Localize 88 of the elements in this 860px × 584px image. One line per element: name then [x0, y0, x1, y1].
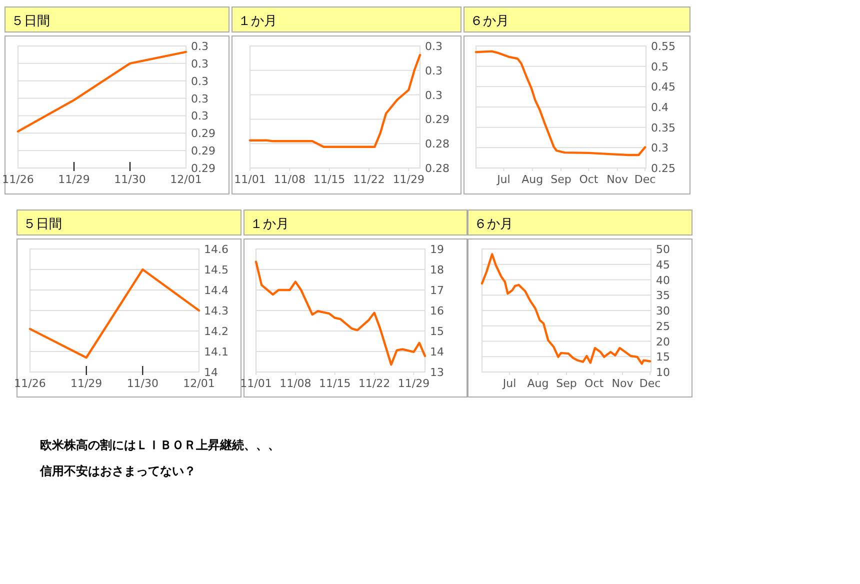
y-tick-label: 10 [656, 366, 670, 379]
y-tick-label: 0.55 [651, 40, 676, 53]
y-tick-label: 0.3 [191, 92, 208, 106]
x-tick-label: 11/30 [114, 173, 146, 186]
text: 信用不安はおさまってない？ [39, 464, 196, 478]
line-series [480, 253, 652, 365]
x-tick-label: Oct [579, 173, 599, 186]
y-tick-label: 50 [656, 243, 670, 256]
line-series [248, 54, 422, 148]
x-tick-label: Jul [502, 377, 516, 390]
text: 欧米株高の割にはＬＩＢＯＲ上昇継続、、、 [40, 438, 280, 452]
y-tick-label: 14.4 [204, 284, 228, 297]
y-tick-label: 18 [430, 264, 444, 276]
y-tick-label: 0.3 [191, 74, 208, 88]
x-tick-label: 11/29 [398, 377, 430, 390]
x-tick-label: 11/01 [234, 173, 266, 186]
y-tick-label: 20 [656, 335, 670, 348]
chart-title: ６か月 [474, 217, 513, 232]
y-tick-label: 0.29 [191, 144, 216, 158]
x-tick-label: 11/08 [280, 377, 312, 390]
y-tick-label: 35 [656, 289, 670, 302]
x-tick-label: 11/29 [392, 173, 425, 186]
chart-title: １か月 [250, 217, 289, 232]
y-tick-label: 25 [656, 320, 670, 333]
x-tick-label: 11/15 [319, 377, 351, 390]
y-tick-label: 0.4 [651, 101, 668, 114]
y-tick-label: 15 [430, 325, 444, 338]
y-tick-label: 0.3 [191, 110, 208, 123]
y-tick-label: 0.29 [191, 127, 216, 140]
y-tick-label: 14.5 [204, 264, 228, 276]
y-tick-label: 0.3 [425, 40, 442, 53]
y-tick-label: 0.3 [651, 142, 668, 155]
y-tick-label: 13 [430, 366, 444, 379]
y-tick-label: 0.25 [651, 162, 676, 175]
y-tick-label: 0.28 [425, 162, 450, 175]
y-tick-label: 15 [656, 350, 670, 364]
line-series [16, 50, 188, 132]
chart-title: ５日間 [23, 217, 62, 232]
x-tick-label: 11/15 [313, 173, 346, 186]
x-tick-label: Aug [522, 173, 544, 186]
y-tick-label: 19 [430, 243, 444, 256]
chart-title: ５日間 [11, 14, 50, 29]
x-tick-label: Sep [550, 173, 572, 186]
chart-title: ６か月 [470, 14, 509, 29]
x-tick-label: Dec [634, 173, 656, 186]
y-tick-label: 14.6 [204, 243, 228, 256]
y-tick-label: 14 [204, 366, 218, 379]
x-tick-label: 11/30 [126, 377, 159, 390]
y-tick-label: 14.3 [204, 304, 228, 318]
y-tick-label: 16 [430, 304, 444, 318]
line-series [474, 50, 646, 156]
x-tick-label: 11/29 [58, 173, 90, 186]
y-tick-label: 0.3 [425, 64, 442, 78]
y-tick-label: 40 [656, 274, 670, 287]
y-tick-label: 0.3 [425, 88, 442, 102]
x-tick-label: Aug [527, 377, 549, 390]
x-tick-label: Nov [612, 377, 634, 390]
y-tick-label: 30 [656, 304, 670, 318]
y-tick-label: 0.35 [651, 121, 676, 134]
x-tick-label: 11/01 [240, 377, 272, 390]
y-tick-label: 0.29 [425, 113, 450, 126]
x-tick-label: 11/29 [70, 377, 102, 390]
y-tick-label: 0.45 [651, 80, 676, 94]
x-tick-label: 12/01 [183, 377, 215, 390]
y-tick-label: 0.5 [651, 60, 668, 74]
y-tick-label: 0.3 [191, 40, 208, 53]
chart-title: １か月 [238, 14, 277, 29]
x-tick-label: 12/01 [170, 173, 202, 186]
y-tick-label: 0.29 [191, 162, 216, 175]
y-tick-label: 14.1 [204, 346, 228, 358]
x-tick-label: 11/08 [274, 173, 306, 186]
x-tick-label: Oct [584, 377, 604, 390]
y-tick-label: 0.3 [191, 57, 208, 70]
line-series [28, 268, 200, 359]
y-tick-label: 45 [656, 258, 670, 272]
line-series [254, 260, 426, 366]
x-tick-label: Nov [606, 173, 629, 186]
y-tick-label: 14.2 [204, 325, 228, 338]
x-tick-label: Dec [639, 377, 661, 390]
x-tick-label: 11/26 [2, 173, 34, 186]
x-tick-label: 11/22 [358, 377, 390, 390]
x-tick-label: 11/26 [14, 377, 46, 390]
y-tick-label: 17 [430, 284, 444, 297]
x-tick-label: Sep [556, 377, 577, 390]
x-tick-label: Jul [496, 173, 510, 186]
x-tick-label: 11/22 [353, 173, 385, 186]
y-tick-label: 0.28 [425, 138, 450, 151]
y-tick-label: 14 [430, 346, 444, 358]
